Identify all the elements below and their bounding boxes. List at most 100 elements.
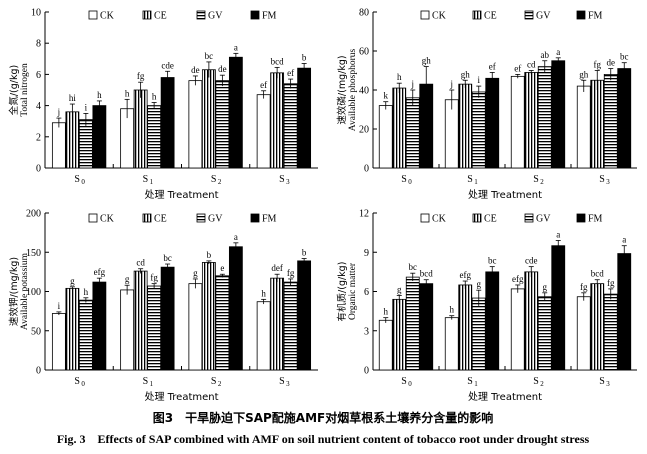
x-tick-label-subscript: 1 — [150, 178, 154, 186]
x-axis-label: 处理 Treatment — [144, 189, 218, 201]
significance-letter: j — [410, 79, 414, 89]
y-tick-label: 4 — [36, 101, 41, 112]
significance-letter: ef — [287, 68, 294, 78]
significance-letter: ef — [489, 61, 496, 71]
significance-letter: g — [477, 279, 482, 289]
legend: CK CE GV FM — [88, 213, 277, 225]
y-tick-label: 0 — [364, 366, 369, 377]
bar-fm — [485, 77, 500, 169]
bar-ce — [392, 298, 407, 371]
y-tick-label: 100 — [26, 287, 41, 298]
bar-ce — [133, 89, 148, 169]
x-tick-label-subscript: 1 — [474, 380, 478, 388]
bar-ck — [120, 289, 135, 371]
x-tick-label: S — [211, 174, 217, 185]
legend-label: FM — [588, 214, 603, 225]
significance-letter: fg — [150, 273, 158, 283]
significance-letter: efg — [460, 270, 472, 280]
x-tick-label: S — [599, 174, 605, 185]
legend-swatch-ce — [142, 10, 152, 20]
bar-ce — [590, 79, 605, 169]
y-tick-label: 9 — [364, 248, 369, 259]
x-axis-label: 处理 Treatment — [144, 391, 218, 403]
significance-letter: g — [70, 276, 75, 286]
x-tick-label-subscript: 0 — [408, 380, 412, 388]
bar-ce — [201, 69, 216, 169]
legend-swatch-ce — [472, 213, 482, 223]
significance-letter: h — [397, 72, 402, 82]
significance-letter: a — [556, 47, 560, 57]
legend-label: CE — [154, 214, 167, 225]
x-tick-label: S — [211, 376, 217, 387]
significance-letter: ef — [260, 80, 267, 90]
significance-letter: hi — [69, 93, 77, 103]
bar-gv — [147, 285, 162, 371]
legend-swatch-fm — [250, 10, 260, 20]
x-tick-label-subscript: 3 — [286, 380, 290, 388]
x-tick-label: S — [279, 376, 285, 387]
significance-letter: gh — [579, 69, 589, 79]
significance-letter: cd — [136, 258, 145, 268]
significance-letter: h — [261, 288, 266, 298]
bar-gv — [537, 296, 552, 371]
bar-gv — [283, 83, 298, 169]
significance-letter: a — [234, 42, 238, 52]
bar-fm — [551, 60, 566, 169]
legend-swatch-ck — [88, 213, 98, 223]
bar-gv — [215, 80, 230, 169]
bar-ck — [188, 80, 203, 169]
legend-label: FM — [262, 214, 277, 225]
y-tick-label: 200 — [26, 209, 41, 220]
bar-ce — [590, 283, 605, 371]
significance-letter: fg — [580, 282, 588, 292]
significance-letter: bc — [488, 256, 497, 266]
bar-gv — [471, 297, 486, 371]
significance-letter: g — [125, 274, 130, 284]
bar-fm — [92, 105, 107, 169]
x-tick-label: S — [74, 376, 80, 387]
legend-label: GV — [536, 11, 551, 22]
significance-letter: cde — [525, 256, 538, 266]
x-tick-label: S — [279, 174, 285, 185]
legend-swatch-fm — [250, 213, 260, 223]
y-tick-label: 0 — [36, 164, 41, 175]
legend-label: FM — [262, 11, 277, 22]
x-tick-label-subscript: 3 — [286, 178, 290, 186]
bar-ck — [256, 94, 271, 169]
significance-letter: cde — [161, 60, 174, 70]
bar-ck — [444, 99, 459, 169]
significance-letter: b — [302, 248, 307, 258]
significance-letter: j — [449, 79, 453, 89]
significance-letter: ef — [514, 63, 521, 73]
significance-letter: h — [384, 307, 389, 317]
significance-letter: h — [97, 90, 102, 100]
caption-en: Fig. 3 Effects of SAP combined with AMF … — [57, 432, 590, 446]
significance-letter: a — [622, 235, 626, 245]
legend-label: CE — [484, 214, 497, 225]
significance-letter: g — [397, 284, 402, 294]
significance-letter: bcd — [271, 56, 284, 66]
bar-gv — [405, 97, 420, 169]
bar-ce — [458, 83, 473, 169]
x-tick-label-subscript: 2 — [218, 380, 222, 388]
bar-gv — [283, 281, 298, 371]
significance-letter: i — [58, 301, 61, 311]
bar-ce — [133, 270, 148, 371]
y-axis-label-cn: 全氮/(g/kg) — [8, 65, 20, 115]
y-tick-label: 3 — [364, 326, 369, 337]
x-tick-label-subscript: 0 — [408, 178, 412, 186]
x-tick-label: S — [143, 174, 149, 185]
significance-letter: k — [384, 91, 389, 101]
legend-swatch-gv — [196, 213, 206, 223]
significance-letter: b — [302, 52, 307, 62]
bar-gv — [147, 105, 162, 169]
bar-gv — [215, 275, 230, 371]
y-tick-label: 12 — [359, 209, 369, 220]
significance-letter: bc — [163, 253, 172, 263]
significance-letter: efg — [94, 267, 106, 277]
y-tick-label: 40 — [359, 86, 369, 97]
legend-swatch-fm — [576, 213, 586, 223]
legend-label: CK — [100, 11, 115, 22]
bar-gv — [78, 299, 93, 371]
x-axis-label: 处理 Treatment — [468, 391, 542, 403]
